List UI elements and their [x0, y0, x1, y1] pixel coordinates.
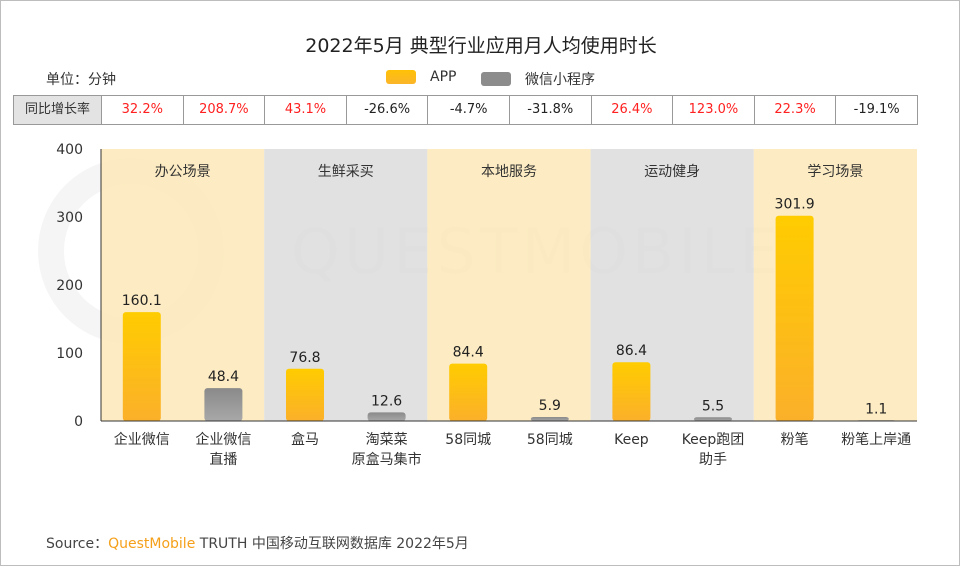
yoy-cell: 32.2% [101, 96, 183, 124]
category-label: 办公场景 [155, 164, 211, 180]
legend-swatch-miniprogram [481, 72, 511, 86]
data-label: 86.4 [616, 343, 647, 359]
x-tick-label: 58同城 [527, 432, 573, 448]
x-tick-label: Keep跑团 [682, 432, 745, 448]
x-tick-label: 淘菜菜 [366, 432, 408, 448]
bar [775, 215, 814, 421]
bar [286, 368, 324, 421]
yoy-cell: 123.0% [672, 96, 754, 124]
yoy-cell: -4.7% [427, 96, 509, 124]
x-tick-label: 粉笔 [781, 432, 809, 448]
bar [694, 417, 732, 421]
yoy-cell: 43.1% [264, 96, 346, 124]
yoy-cell: -26.6% [345, 96, 428, 124]
unit-label: 单位：分钟 [46, 72, 116, 88]
x-tick-label: 企业微信 [114, 431, 170, 448]
legend-miniprogram: 微信小程序 [481, 69, 595, 89]
legend-app: APP [386, 69, 456, 85]
category-label: 学习场景 [807, 164, 863, 180]
source-text: TRUTH 中国移动互联网数据库 2022年5月 [195, 536, 469, 552]
bar [449, 363, 488, 421]
data-label: 5.9 [539, 398, 561, 414]
category-label: 生鲜采买 [318, 164, 374, 180]
data-label: 301.9 [775, 197, 815, 213]
data-label: 1.1 [865, 401, 887, 417]
data-label: 5.5 [702, 398, 724, 414]
y-tick-label: 300 [56, 210, 83, 226]
category-label: 运动健身 [644, 164, 700, 180]
data-label: 160.1 [122, 293, 162, 309]
source-brand: QuestMobile [108, 536, 196, 552]
bar [367, 412, 406, 421]
yoy-cell: 22.3% [753, 96, 836, 124]
y-tick-label: 200 [56, 278, 83, 294]
legend-swatch-app [386, 70, 416, 84]
bar [204, 388, 243, 421]
yoy-cell: 26.4% [590, 96, 673, 124]
yoy-cell: -31.8% [508, 96, 591, 124]
x-tick-label: 原盒马集市 [352, 451, 422, 468]
x-tick-label: 直播 [209, 451, 237, 468]
y-tick-label: 100 [56, 346, 83, 362]
category-label: 本地服务 [481, 164, 537, 180]
bar [122, 312, 161, 421]
yoy-cell: -19.1% [835, 96, 917, 124]
yoy-cell: 208.7% [182, 96, 265, 124]
x-tick-label: 58同城 [445, 432, 491, 448]
x-tick-label: Keep [614, 432, 649, 448]
data-label: 84.4 [453, 345, 484, 361]
yoy-table: 同比增长率 32.2% 208.7% 43.1% -26.6% -4.7% -31.8% 2… [13, 95, 918, 125]
legend-label: APP [430, 69, 457, 85]
yoy-header: 同比增长率 [14, 96, 101, 124]
data-label: 48.4 [208, 369, 239, 385]
source-prefix: Source： [46, 536, 109, 552]
source-note: Source：QuestMobile TRUTH 中国移动互联网数据库 2022… [46, 533, 469, 553]
y-tick-label: 0 [74, 414, 83, 430]
x-tick-label: 助手 [699, 452, 727, 468]
chart-title: 2022年5月 典型行业应用月人均使用时长 [305, 35, 657, 57]
x-tick-label: 企业微信 [195, 431, 251, 448]
bar [612, 362, 651, 421]
y-tick-label: 400 [56, 142, 83, 158]
legend-label: 微信小程序 [525, 72, 595, 88]
data-label: 12.6 [371, 393, 402, 409]
x-tick-label: 粉笔上岸通 [841, 432, 911, 448]
x-tick-label: 盒马 [291, 431, 319, 448]
bar [530, 416, 569, 421]
data-label: 76.8 [289, 350, 320, 366]
